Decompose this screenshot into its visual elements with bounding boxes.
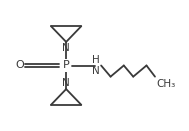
Text: N: N	[91, 66, 99, 76]
Text: P: P	[63, 61, 70, 70]
Text: H: H	[91, 55, 99, 65]
Text: N: N	[62, 78, 70, 88]
Text: CH₃: CH₃	[156, 79, 176, 89]
Text: N: N	[62, 43, 70, 53]
Text: O: O	[15, 61, 24, 70]
